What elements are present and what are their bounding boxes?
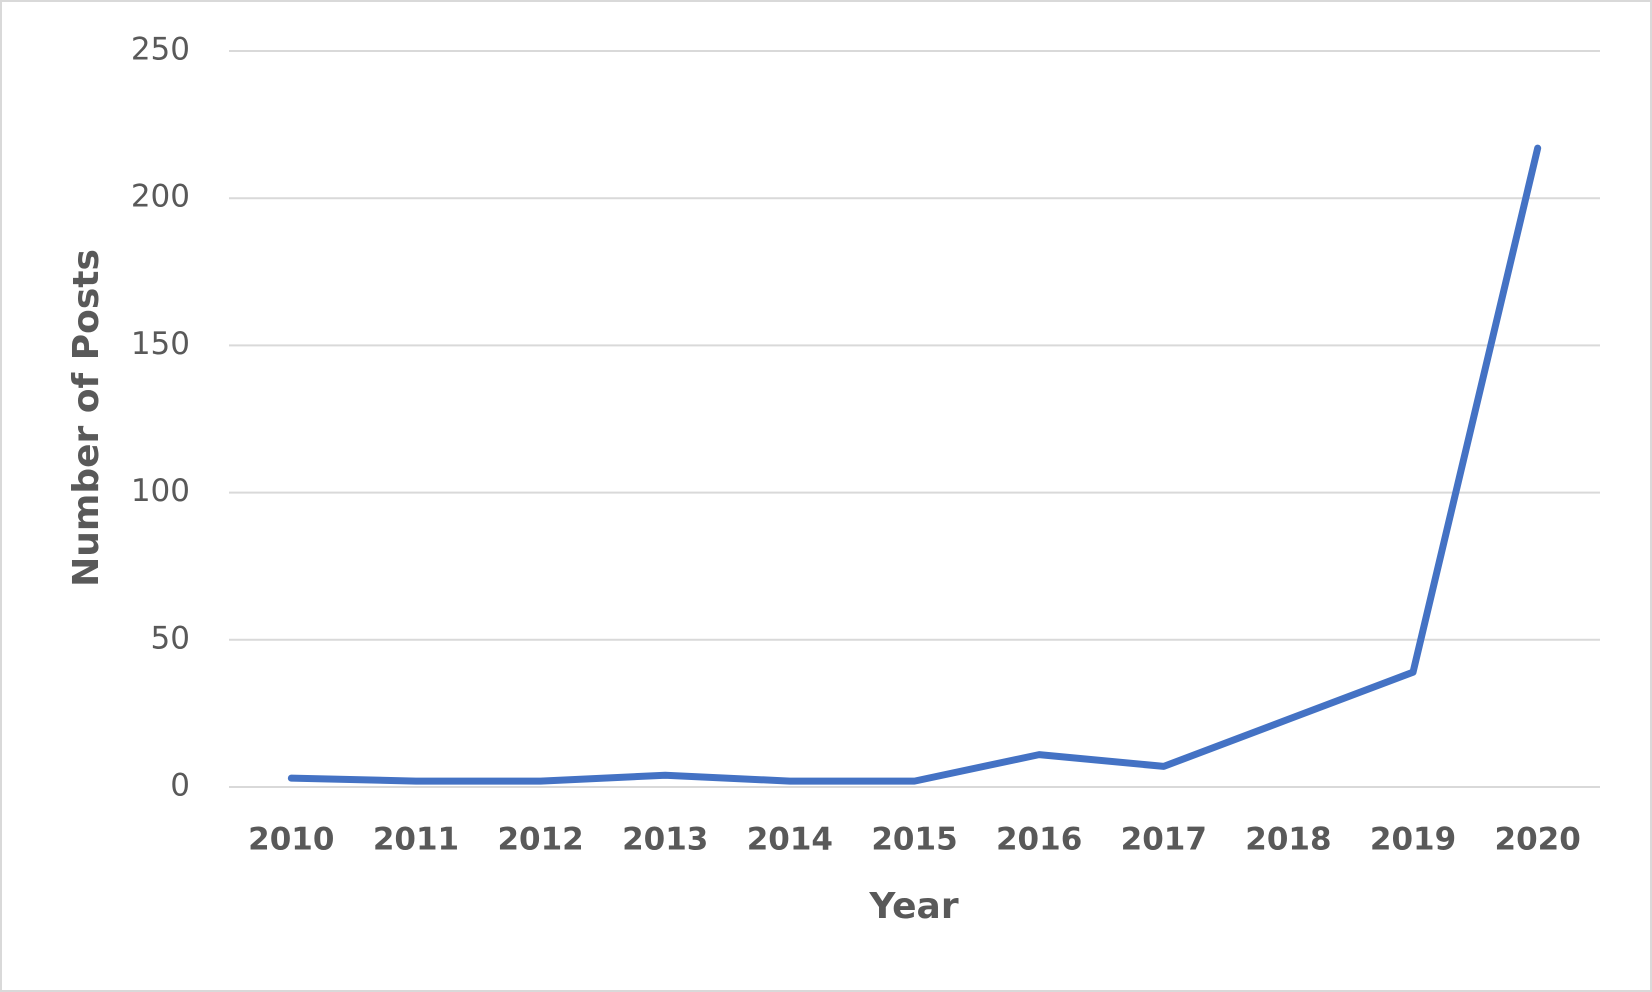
x-tick-label: 2019	[1370, 822, 1456, 858]
x-tick-label: 2017	[1121, 822, 1207, 858]
y-tick-label: 150	[131, 326, 190, 362]
x-tick-label: 2016	[996, 822, 1082, 858]
x-tick-label: 2010	[248, 822, 334, 858]
data-line	[287, 144, 1542, 785]
y-tick-label: 200	[131, 179, 190, 215]
y-tick-label: 50	[151, 620, 190, 656]
y-tick-label: 0	[170, 768, 190, 804]
x-axis-title: Year	[868, 886, 958, 927]
y-tick-label: 250	[131, 32, 190, 68]
y-axis-title: Number of Posts	[66, 249, 107, 587]
x-tick-label: 2012	[497, 822, 583, 858]
x-tick-label: 2015	[871, 822, 957, 858]
y-tick-label: 100	[131, 473, 190, 509]
x-tick-label: 2014	[747, 822, 833, 858]
x-tick-label: 2020	[1495, 822, 1581, 858]
x-tick-label: 2011	[373, 822, 459, 858]
x-tick-label: 2018	[1245, 822, 1331, 858]
x-tick-label: 2013	[622, 822, 708, 858]
